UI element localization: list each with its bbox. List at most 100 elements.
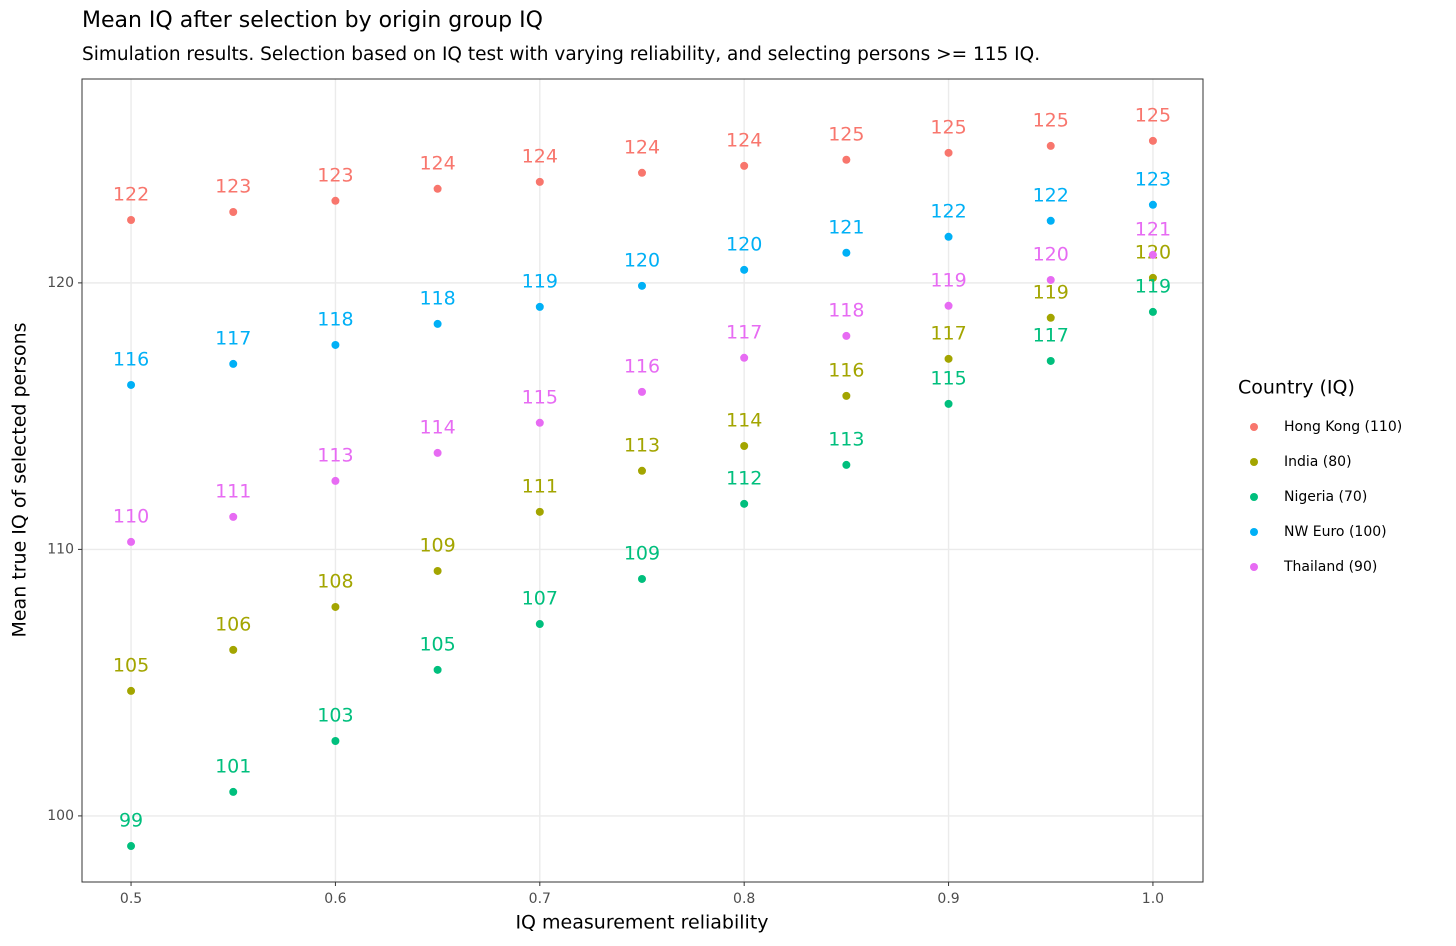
point (637, 574, 646, 583)
data-label: 105 (113, 654, 149, 676)
point (842, 155, 851, 164)
data-label: 125 (930, 116, 966, 138)
legend-label: Nigeria (70) (1284, 489, 1367, 505)
point (740, 441, 749, 450)
data-label: 118 (828, 299, 864, 321)
data-label: 124 (419, 152, 455, 174)
data-label: 120 (624, 249, 660, 271)
data-label: 115 (930, 367, 966, 389)
point (127, 215, 136, 224)
data-label: 116 (624, 355, 660, 377)
data-label: 119 (1033, 281, 1069, 303)
legend-marker (1250, 563, 1258, 571)
point (127, 380, 136, 389)
point (842, 248, 851, 257)
point (944, 148, 953, 157)
data-label: 113 (828, 428, 864, 450)
point (740, 499, 749, 508)
x-axis-title: IQ measurement reliability (515, 912, 768, 934)
point (433, 448, 442, 457)
legend-label: Thailand (90) (1283, 559, 1377, 575)
data-label: 117 (726, 321, 762, 343)
x-tick-label: 0.6 (324, 891, 346, 907)
data-label: 113 (624, 434, 660, 456)
point (1046, 313, 1055, 322)
data-label: 125 (1135, 104, 1171, 126)
legend-marker (1250, 528, 1258, 536)
point (331, 737, 340, 746)
point (127, 537, 136, 546)
point (535, 418, 544, 427)
point (1148, 136, 1157, 145)
data-label: 125 (828, 123, 864, 145)
data-label: 119 (930, 269, 966, 291)
point (1148, 200, 1157, 209)
point (637, 281, 646, 290)
plot-border (81, 78, 1204, 883)
data-label: 117 (215, 327, 251, 349)
data-label: 122 (113, 183, 149, 205)
data-label: 111 (215, 480, 251, 502)
data-label: 121 (1135, 218, 1171, 240)
point (331, 196, 340, 205)
data-label: 123 (317, 164, 353, 186)
point (535, 507, 544, 516)
data-label: 124 (624, 136, 660, 158)
y-tick-label: 120 (47, 275, 74, 291)
data-label: 108 (317, 570, 353, 592)
point (1148, 250, 1157, 259)
legend-marker (1250, 458, 1258, 466)
data-label: 123 (215, 175, 251, 197)
data-label: 105 (419, 633, 455, 655)
data-label: 124 (522, 145, 558, 167)
data-label: 101 (215, 755, 251, 777)
point (229, 787, 238, 796)
point (740, 161, 749, 170)
point (127, 842, 136, 851)
data-label: 109 (419, 534, 455, 556)
x-tick-label: 0.8 (733, 891, 755, 907)
point (229, 645, 238, 654)
data-label: 119 (1135, 275, 1171, 297)
data-label: 114 (726, 409, 762, 431)
x-tick-label: 0.9 (937, 891, 959, 907)
data-label: 113 (317, 444, 353, 466)
point (433, 665, 442, 674)
point (1046, 356, 1055, 365)
point (637, 466, 646, 475)
data-label: 116 (828, 359, 864, 381)
point (1046, 275, 1055, 284)
data-label: 112 (726, 467, 762, 489)
point (535, 620, 544, 629)
data-label: 106 (215, 613, 251, 635)
data-label: 103 (317, 705, 353, 727)
point (229, 359, 238, 368)
data-label: 116 (113, 348, 149, 370)
data-label: 117 (1033, 324, 1069, 346)
y-axis-title: Mean true IQ of selected persons (9, 322, 31, 637)
point (535, 177, 544, 186)
data-label: 123 (1135, 168, 1171, 190)
data-label: 120 (1033, 243, 1069, 265)
legend-marker (1250, 493, 1258, 501)
point (331, 476, 340, 485)
chart-title: Mean IQ after selection by origin group … (82, 8, 543, 33)
point (1148, 307, 1157, 316)
point (535, 302, 544, 311)
point (740, 265, 749, 274)
data-label: 121 (828, 216, 864, 238)
point (127, 686, 136, 695)
data-label: 111 (522, 475, 558, 497)
data-label: 114 (419, 416, 455, 438)
data-label: 109 (624, 542, 660, 564)
legend-marker (1250, 423, 1258, 431)
point (331, 602, 340, 611)
legend-label: India (80) (1284, 454, 1352, 470)
data-label: 118 (419, 287, 455, 309)
point (740, 353, 749, 362)
point (637, 387, 646, 396)
legend-label: NW Euro (100) (1284, 524, 1387, 540)
data-label: 110 (113, 505, 149, 527)
data-label: 115 (522, 386, 558, 408)
